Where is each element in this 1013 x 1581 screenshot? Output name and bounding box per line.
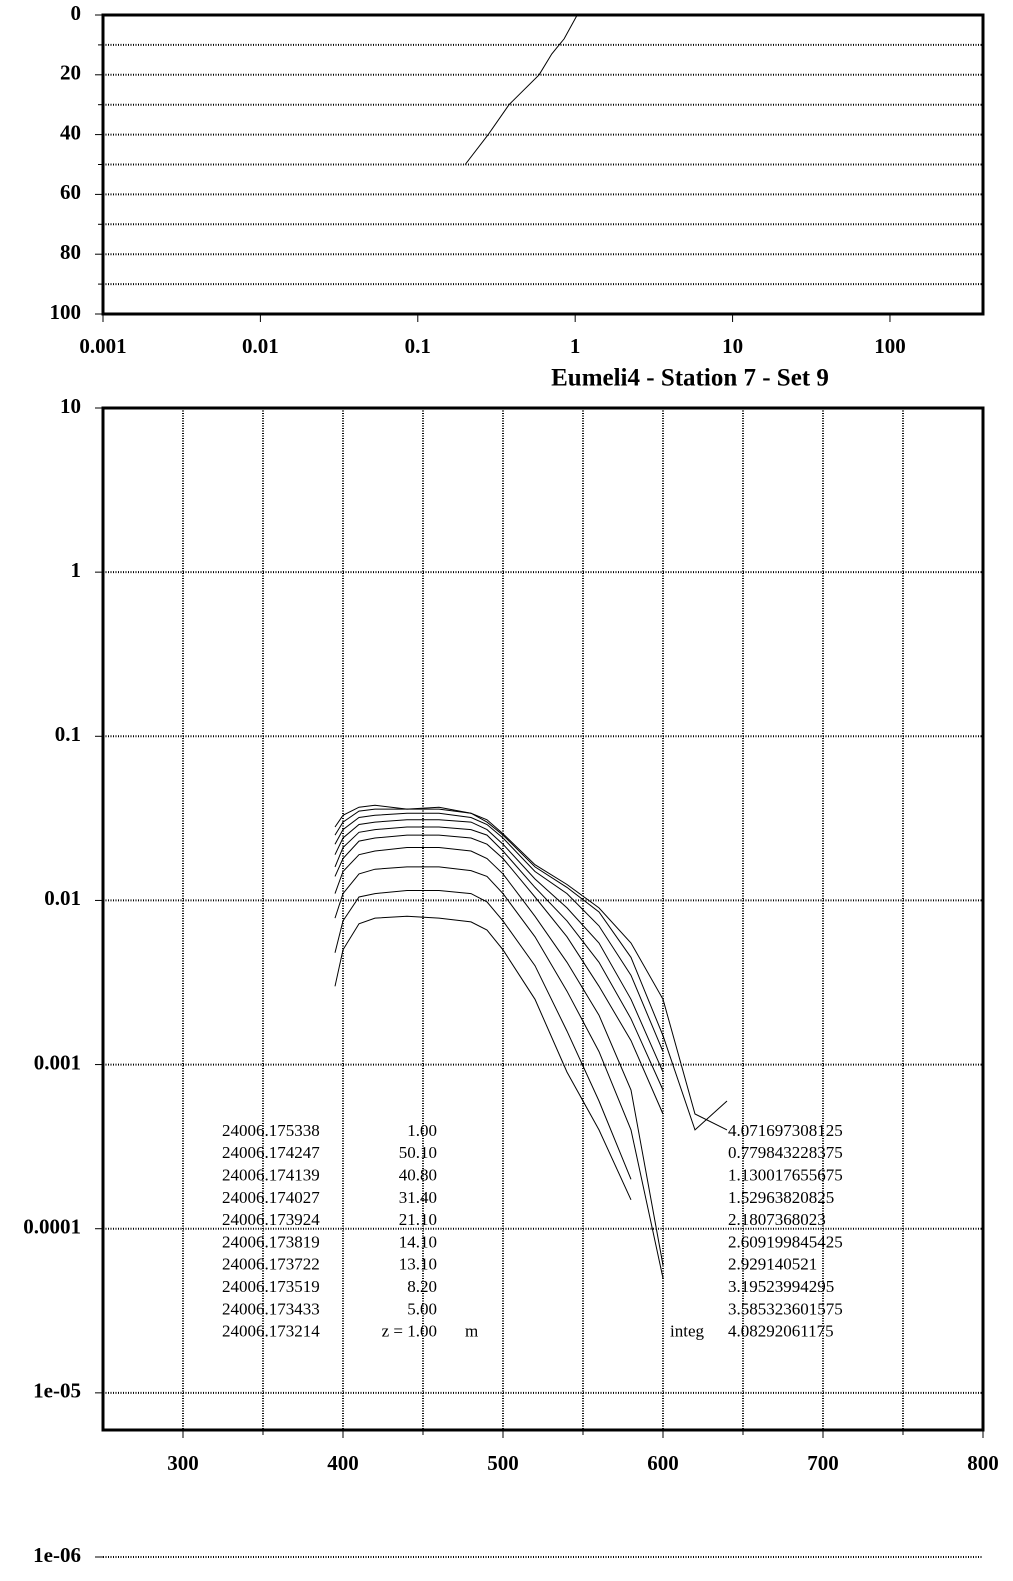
data-line: [334, 808, 728, 1131]
x-tick-label: 500: [487, 1451, 519, 1475]
x-tick-label: 300: [167, 1451, 199, 1475]
y-tick-label: 80: [60, 240, 81, 264]
y-tick-label: 10: [60, 394, 81, 418]
x-tick-label: 600: [647, 1451, 679, 1475]
data-line: [334, 915, 632, 1201]
legend-integ: 1.52963820825: [728, 1188, 834, 1207]
legend-id: 24006.174139: [222, 1166, 320, 1185]
legend-depth: 14.10: [399, 1232, 437, 1251]
legend-depth: z = 1.00: [382, 1322, 437, 1341]
legend-id: 24006.173924: [222, 1210, 320, 1229]
legend-id: 24006.173214: [222, 1322, 320, 1341]
legend-integ: 3.585323601575: [728, 1299, 843, 1318]
legend-depth: 31.40: [399, 1188, 437, 1207]
legend-integ: 0.779843228375: [728, 1143, 843, 1162]
x-tick-label: 0.01: [242, 334, 279, 358]
data-line: [334, 866, 664, 1279]
x-tick-label: 1: [570, 334, 581, 358]
legend-integ: 4.071697308125: [728, 1121, 843, 1140]
legend-depth: 8.20: [407, 1277, 437, 1296]
x-tick-label: 700: [807, 1451, 839, 1475]
y-tick-label: 1: [71, 558, 82, 582]
data-line: [334, 819, 664, 1073]
legend-id: 24006.173722: [222, 1255, 320, 1274]
legend-id: 24006.174027: [222, 1188, 320, 1207]
y-tick-label: 1e-05: [33, 1379, 81, 1403]
data-line: [464, 14, 578, 165]
legend-depth: 21.10: [399, 1210, 437, 1229]
data-line: [334, 890, 632, 1180]
x-tick-label: 0.1: [405, 334, 431, 358]
data-line: [334, 804, 728, 1131]
chart-title: Eumeli4 - Station 7 - Set 9: [551, 365, 829, 392]
y-tick-label: 40: [60, 120, 81, 144]
legend-integ: 2.1807368023: [728, 1210, 826, 1229]
y-tick-label: 60: [60, 180, 81, 204]
x-tick-label: 400: [327, 1451, 359, 1475]
legend-integ: 2.929140521: [728, 1255, 817, 1274]
plot-frame: [101, 13, 985, 316]
legend-id: 24006.174247: [222, 1143, 320, 1162]
x-tick-label: 100: [874, 334, 906, 358]
legend-depth: 13.10: [399, 1255, 437, 1274]
legend-depth: 1.00: [407, 1121, 437, 1140]
data-line: [334, 826, 664, 1091]
legend-unit: m: [465, 1322, 478, 1341]
y-tick-label: 0.1: [55, 722, 81, 746]
data-line: [334, 847, 664, 1266]
legend-integ: 3.19523994295: [728, 1277, 834, 1296]
legend-integ: 2.609199845425: [728, 1232, 843, 1251]
legend-depth: 5.00: [407, 1299, 437, 1318]
legend-integ-label: integ: [670, 1322, 704, 1341]
x-tick-label: 0.001: [79, 334, 126, 358]
legend-id: 24006.173519: [222, 1277, 320, 1296]
legend-integ: 1.130017655675: [728, 1166, 843, 1185]
plot-frame: [101, 406, 985, 1432]
legend-id: 24006.175338: [222, 1121, 320, 1140]
y-tick-label: 0.01: [44, 886, 81, 910]
legend-depth: 50.10: [399, 1143, 437, 1162]
y-tick-label: 0.001: [34, 1050, 81, 1074]
x-tick-label: 800: [967, 1451, 999, 1475]
legend-id: 24006.173819: [222, 1232, 320, 1251]
y-tick-label: 100: [50, 300, 82, 324]
y-tick-label: 0.0001: [23, 1215, 81, 1239]
x-tick-label: 10: [722, 334, 743, 358]
legend-id: 24006.173433: [222, 1299, 320, 1318]
data-line: [334, 834, 664, 1115]
legend-integ: 4.08292061175: [728, 1322, 834, 1341]
y-tick-label: 20: [60, 61, 81, 85]
y-tick-label: 0: [71, 1, 82, 25]
legend-depth: 40.80: [399, 1166, 437, 1185]
data-line: [334, 812, 664, 1052]
y-tick-label: 1e-06: [33, 1543, 81, 1567]
